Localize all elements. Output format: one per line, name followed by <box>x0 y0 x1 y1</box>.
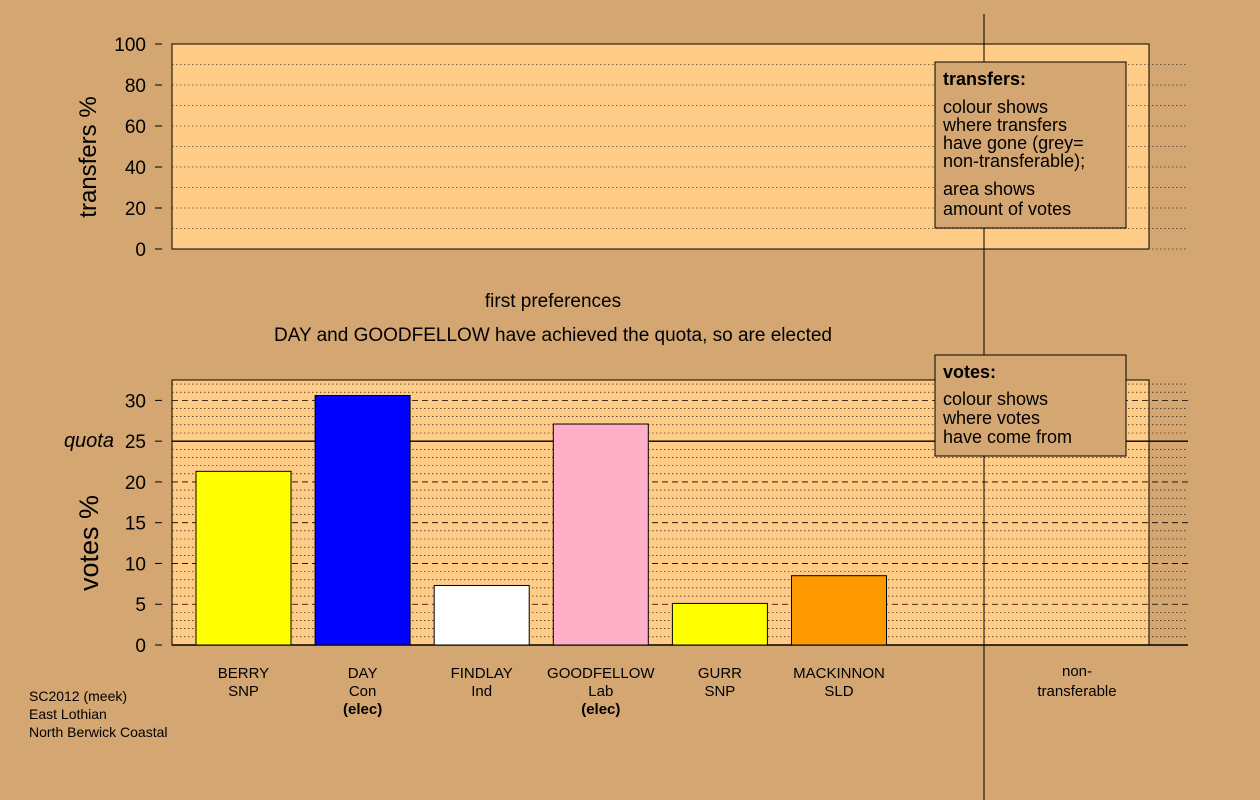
votes-y-axis-label: votes % <box>74 495 104 591</box>
candidate-party: SLD <box>824 683 853 700</box>
votes-y-tick-label: 5 <box>135 595 146 616</box>
elected-marker: (elec) <box>343 701 382 718</box>
votes-y-tick-label: 30 <box>125 391 146 412</box>
transfers-y-tick-label: 40 <box>125 158 146 179</box>
votes-y-ticks: 0 5 10 15 20 25 30 <box>125 391 162 657</box>
transfers-y-ticks: 0 20 40 60 80 100 <box>114 35 162 261</box>
footer-line: North Berwick Coastal <box>29 724 168 740</box>
transfers-y-tick-label: 0 <box>135 240 146 261</box>
transfers-legend-line: amount of votes <box>943 199 1071 219</box>
votes-legend-box <box>934 354 1127 457</box>
stage-note: DAY and GOODFELLOW have achieved the quo… <box>274 325 832 346</box>
transfers-y-tick-label: 20 <box>125 199 146 220</box>
bar-mackinnon <box>791 575 887 646</box>
footer-caption: SC2012 (meek) East Lothian North Berwick C… <box>29 688 168 740</box>
transfers-legend-line: colour shows <box>943 97 1048 117</box>
nontransferable-label: transferable <box>1037 683 1116 700</box>
transfers-grid <box>172 64 1188 250</box>
transfers-y-tick-label: 80 <box>125 76 146 97</box>
candidate-party: Ind <box>471 683 492 700</box>
votes-y-tick-label: 25 <box>125 432 146 453</box>
candidate-party: SNP <box>228 683 259 700</box>
votes-legend-line: colour shows <box>943 389 1048 409</box>
bar-day <box>314 394 411 646</box>
bar-findlay <box>433 584 530 646</box>
transfers-legend-title: transfers: <box>943 69 1026 89</box>
transfers-legend-line: have gone (grey= <box>943 133 1084 153</box>
transfers-legend-box <box>934 61 1127 229</box>
transfers-legend-line: non-transferable); <box>943 151 1085 171</box>
transfers-y-axis-label: transfers % <box>75 96 102 217</box>
candidate-name: BERRY <box>218 665 269 682</box>
votes-legend-title: votes: <box>943 362 996 382</box>
votes-y-tick-label: 10 <box>125 554 146 575</box>
stage-title: first preferences <box>485 291 621 312</box>
votes-legend-line: where votes <box>942 408 1040 428</box>
candidate-name: FINDLAY <box>451 665 513 682</box>
bar-gurr <box>671 602 768 646</box>
votes-y-tick-label: 20 <box>125 473 146 494</box>
footer-line: East Lothian <box>29 706 107 722</box>
candidate-party: Lab <box>588 683 613 700</box>
candidate-name: MACKINNON <box>793 665 885 682</box>
bar-berry <box>195 470 292 646</box>
nontransferable-label: non- <box>1062 663 1092 680</box>
votes-y-tick-label: 15 <box>125 514 146 535</box>
quota-label: quota <box>64 430 114 452</box>
footer-line: SC2012 (meek) <box>29 688 127 704</box>
candidate-name: GURR <box>698 665 742 682</box>
candidate-party: SNP <box>704 683 735 700</box>
transfers-y-tick-label: 100 <box>114 35 146 56</box>
candidate-name: DAY <box>348 665 378 682</box>
votes-legend-line: have come from <box>943 427 1072 447</box>
candidate-name: GOODFELLOW <box>547 665 655 682</box>
votes-y-tick-label: 0 <box>135 636 146 657</box>
candidate-labels: BERRYSNPDAYCon(elec)FINDLAYIndGOODFELLOW… <box>218 663 1117 718</box>
transfers-legend-line: where transfers <box>942 115 1067 135</box>
votes-bars <box>195 394 887 646</box>
elected-marker: (elec) <box>581 701 620 718</box>
transfers-legend-line: area shows <box>943 179 1035 199</box>
candidate-party: Con <box>349 683 377 700</box>
transfers-y-tick-label: 60 <box>125 117 146 138</box>
bar-goodfellow <box>552 423 649 646</box>
